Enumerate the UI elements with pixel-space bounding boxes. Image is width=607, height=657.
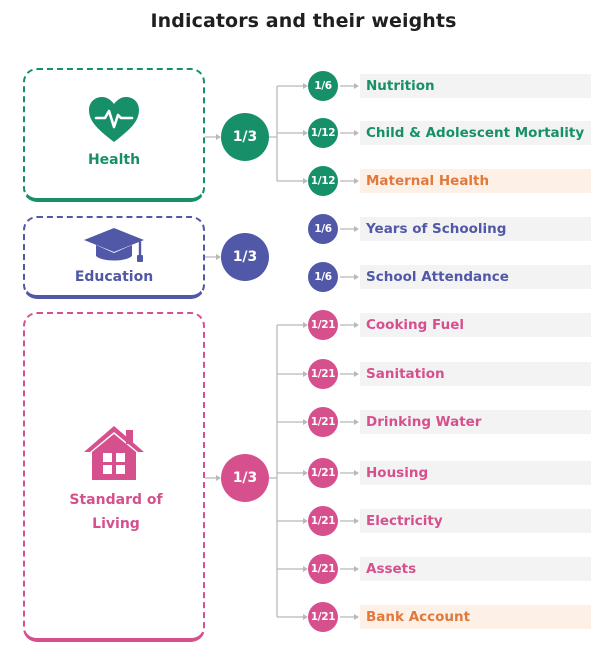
diagram-title: Indicators and their weights — [150, 10, 457, 32]
indicator-weight: 1/21 — [308, 407, 338, 437]
indicator-label: Electricity — [366, 513, 443, 529]
indicator-bar: Maternal Health — [360, 169, 591, 193]
connector-arrow — [354, 371, 359, 377]
indicator-weight: 1/12 — [308, 118, 338, 148]
dimension-weight-health: 1/3 — [221, 113, 269, 161]
indicator-weight: 1/21 — [308, 310, 338, 340]
connector-arrow — [354, 83, 359, 89]
indicator-label: School Attendance — [366, 269, 509, 285]
indicator-weight: 1/21 — [308, 506, 338, 536]
indicator-weight: 1/21 — [308, 458, 338, 488]
connector-arrow — [303, 322, 308, 328]
indicator-weight: 1/6 — [308, 71, 338, 101]
indicator-bar: Bank Account — [360, 605, 591, 629]
connector-arrow — [303, 130, 308, 136]
indicator-label: Housing — [366, 465, 429, 481]
indicator-bar: Drinking Water — [360, 410, 591, 434]
heart-pulse-icon — [89, 97, 139, 142]
connector-arrow — [303, 371, 308, 377]
connector-arrow — [354, 226, 359, 232]
indicator-bar: Housing — [360, 461, 591, 485]
house-icon — [84, 426, 144, 480]
connector-arrow — [303, 419, 308, 425]
connector-arrow — [354, 419, 359, 425]
dimension-label-education: Education — [74, 269, 154, 285]
connector-arrow — [354, 566, 359, 572]
graduation-cap-icon — [84, 228, 144, 262]
dimension-box-health: Health — [23, 68, 205, 202]
connector-arrow — [216, 134, 221, 140]
connector-arrow — [303, 470, 308, 476]
indicator-weight: 1/21 — [308, 602, 338, 632]
connector-arrow — [216, 475, 221, 481]
dimension-weight-living: 1/3 — [221, 454, 269, 502]
indicator-bar: Sanitation — [360, 362, 591, 386]
connector-arrow — [354, 178, 359, 184]
indicator-bar: Electricity — [360, 509, 591, 533]
connector-arrow — [303, 83, 308, 89]
indicator-weight: 1/21 — [308, 359, 338, 389]
indicator-label: Assets — [366, 561, 417, 577]
connector-arrow — [354, 614, 359, 620]
connector-arrow — [354, 322, 359, 328]
indicator-bar: Assets — [360, 557, 591, 581]
indicator-label: Child & Adolescent Mortality — [366, 125, 585, 141]
indicator-bar: Cooking Fuel — [360, 313, 591, 337]
dimension-box-education: Education — [23, 216, 205, 299]
dimension-label-health: Health — [87, 152, 141, 168]
indicator-bar: Years of Schooling — [360, 217, 591, 241]
dimension-weight-education: 1/3 — [221, 233, 269, 281]
indicator-bar: Child & Adolescent Mortality — [360, 121, 591, 145]
connector-arrow — [354, 518, 359, 524]
indicator-label: Drinking Water — [366, 414, 482, 430]
indicator-bar: Nutrition — [360, 74, 591, 98]
connector-arrow — [303, 178, 308, 184]
indicator-weight: 1/21 — [308, 554, 338, 584]
indicator-label: Nutrition — [366, 78, 435, 94]
connector-arrow — [303, 614, 308, 620]
connector-arrow — [216, 254, 221, 260]
connector-arrow — [354, 274, 359, 280]
indicator-label: Bank Account — [366, 609, 471, 625]
indicator-label: Cooking Fuel — [366, 317, 464, 333]
indicator-weight: 1/6 — [308, 214, 338, 244]
indicator-bar: School Attendance — [360, 265, 591, 289]
connector-arrow — [303, 566, 308, 572]
connector-arrow — [303, 518, 308, 524]
dimension-label-living: Standard of Living — [69, 492, 163, 532]
indicator-weight: 1/12 — [308, 166, 338, 196]
dimension-box-living: Standard of Living — [23, 312, 205, 642]
connector-arrow — [354, 130, 359, 136]
connector-arrow — [354, 470, 359, 476]
indicator-weight: 1/6 — [308, 262, 338, 292]
indicator-label: Maternal Health — [366, 173, 490, 189]
indicator-label: Years of Schooling — [366, 221, 507, 237]
indicator-label: Sanitation — [366, 366, 445, 382]
